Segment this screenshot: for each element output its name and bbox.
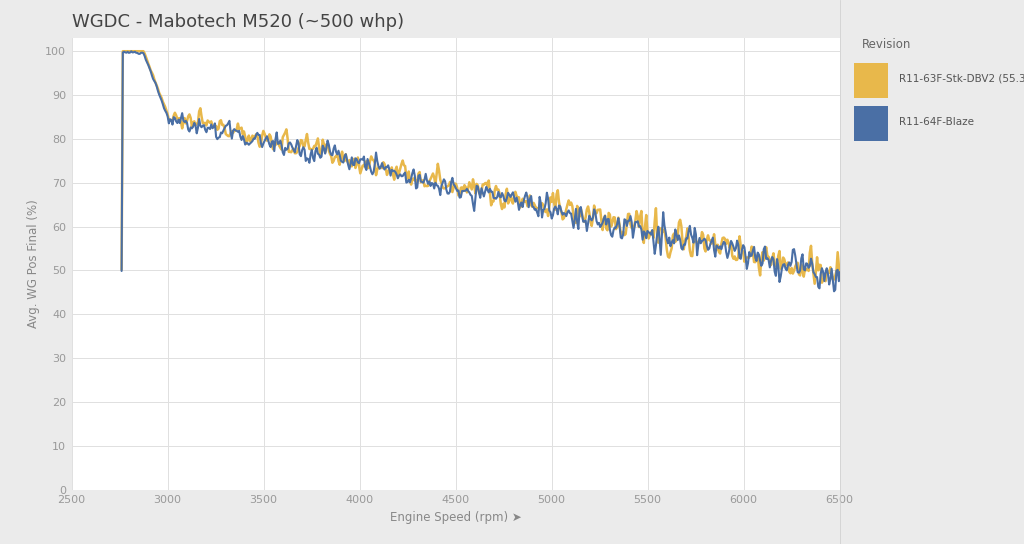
- X-axis label: Engine Speed (rpm) ➤: Engine Speed (rpm) ➤: [390, 511, 521, 524]
- Text: WGDC - Mabotech M520 (~500 whp): WGDC - Mabotech M520 (~500 whp): [72, 13, 403, 31]
- Text: Revision: Revision: [862, 38, 911, 51]
- Text: R11-64F-Blaze: R11-64F-Blaze: [899, 118, 974, 127]
- FancyBboxPatch shape: [854, 106, 888, 141]
- Y-axis label: Avg. WG Pos Final (%): Avg. WG Pos Final (%): [27, 200, 40, 328]
- FancyBboxPatch shape: [854, 63, 888, 98]
- Text: R11-63F-Stk-DBV2 (55.3 mm): R11-63F-Stk-DBV2 (55.3 mm): [899, 74, 1024, 84]
